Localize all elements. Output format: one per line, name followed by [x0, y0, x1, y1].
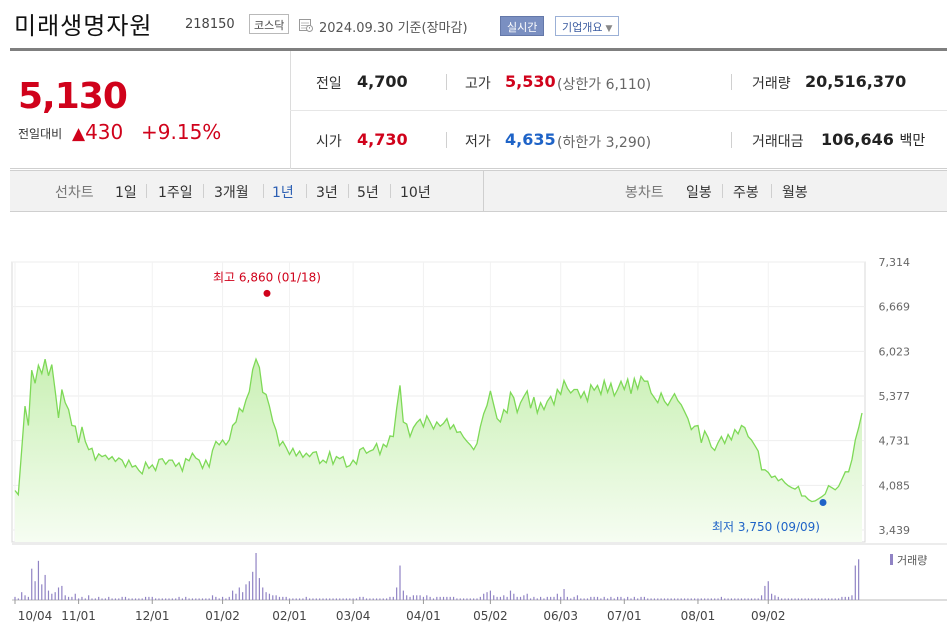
trade-amount: 106,646 백만 [821, 130, 925, 150]
period-10y[interactable]: 10년 [400, 185, 431, 201]
company-overview-dropdown[interactable]: 기업개요 ▼ [555, 16, 620, 36]
volume-value: 20,516,370 [805, 72, 907, 91]
low-marker [819, 498, 827, 506]
up-triangle-icon: ▲ [72, 124, 86, 144]
upper-limit: (상한가 6,110) [557, 74, 651, 94]
separator [722, 184, 723, 198]
separator [731, 74, 732, 90]
low-label: 저가 [465, 134, 491, 150]
period-3y[interactable]: 3년 [316, 185, 338, 201]
period-5y[interactable]: 5년 [357, 185, 379, 201]
separator [203, 184, 204, 198]
x-tick-label: 07/01 [607, 609, 642, 623]
date-text: 2024.09.30 기준(장마감) [319, 17, 468, 36]
price-line [14, 357, 863, 503]
y-tick-label: 6,023 [879, 345, 911, 358]
separator [446, 74, 447, 90]
prev-compare-label: 전일대비 [18, 127, 63, 141]
date-basis: 기준(장마감) [397, 21, 468, 36]
volume-legend-label: 거래량 [897, 554, 927, 567]
trade-amount-unit: 백만 [899, 133, 926, 149]
price-change: ▲430 [72, 120, 123, 144]
stock-code: 218150 [185, 17, 235, 32]
separator [146, 184, 147, 198]
summary-row-divider [290, 110, 947, 111]
y-tick-label: 4,731 [879, 435, 911, 448]
open-value: 4,730 [357, 130, 408, 149]
separator [348, 184, 349, 198]
separator [306, 184, 307, 198]
prev-close-label: 전일 [316, 76, 342, 92]
x-tick-label: 01/02 [205, 609, 240, 623]
x-tick-label: 03/04 [336, 609, 371, 623]
prev-close-value: 4,700 [357, 72, 408, 91]
change-value: 430 [85, 120, 124, 144]
lower-limit-value: 3,290) [605, 135, 652, 151]
y-tick-label: 7,314 [879, 256, 911, 269]
high-annotation: 최고 6,860 (01/18) [213, 270, 321, 284]
x-tick-label: 02/01 [272, 609, 307, 623]
candle-daily[interactable]: 일봉 [686, 185, 712, 201]
x-tick-label: 11/01 [61, 609, 96, 623]
period-3m[interactable]: 3개월 [214, 185, 249, 201]
market-badge: 코스닥 [249, 14, 290, 34]
x-tick-label: 08/01 [681, 609, 716, 623]
current-price: 5,130 [18, 76, 128, 117]
high-value: 5,530 [505, 72, 556, 91]
low-value: 4,635 [505, 130, 556, 149]
candle-chart-label: 봉차트 [625, 185, 664, 201]
period-1d[interactable]: 1일 [115, 185, 137, 201]
volume-legend-swatch [890, 554, 893, 565]
lower-limit-label: (하한가 [557, 135, 602, 151]
lower-limit: (하한가 3,290) [557, 132, 651, 152]
separator [771, 184, 772, 198]
upper-limit-label: (상한가 [557, 77, 602, 93]
line-chart-label: 선차트 [55, 185, 94, 201]
separator [446, 132, 447, 148]
separator [390, 184, 391, 198]
separator [731, 132, 732, 148]
separator [263, 184, 264, 198]
y-tick-label: 4,085 [879, 479, 911, 492]
x-tick-label: 05/02 [473, 609, 508, 623]
chevron-down-icon: ▼ [605, 24, 613, 34]
x-tick-label: 04/01 [406, 609, 441, 623]
trade-amount-value: 106,646 [821, 130, 894, 149]
change-percent: +9.15% [141, 120, 222, 144]
upper-limit-value: 6,110) [605, 77, 652, 93]
period-1w[interactable]: 1주일 [158, 185, 193, 201]
price-area [15, 359, 862, 542]
x-tick-label: 09/02 [751, 609, 786, 623]
open-label: 시가 [316, 134, 342, 150]
calendar-icon [299, 19, 313, 32]
y-tick-label: 6,669 [879, 301, 911, 314]
x-tick-label: 10/04 [18, 609, 53, 623]
low-annotation: 최저 3,750 (09/09) [712, 520, 820, 534]
overview-label: 기업개요 [562, 21, 603, 34]
candle-monthly[interactable]: 월봉 [782, 185, 808, 201]
trade-amount-label: 거래대금 [752, 134, 804, 150]
x-tick-label: 06/03 [543, 609, 578, 623]
price-summary [10, 51, 947, 169]
candle-weekly[interactable]: 주봉 [733, 185, 759, 201]
high-label: 고가 [465, 76, 491, 92]
volume-label: 거래량 [752, 76, 791, 92]
y-tick-label: 3,439 [879, 524, 911, 537]
x-tick-label: 12/01 [135, 609, 170, 623]
header-divider [10, 48, 947, 51]
y-tick-label: 5,377 [879, 390, 911, 403]
company-name: 미래생명자원 [14, 12, 153, 40]
chart-period-bar [10, 170, 947, 212]
period-1y[interactable]: 1년 [272, 185, 294, 201]
realtime-button[interactable]: 실시간 [500, 16, 545, 36]
date-value: 2024.09.30 [319, 21, 394, 36]
period-bar-divider [483, 170, 484, 212]
high-marker [263, 289, 271, 297]
